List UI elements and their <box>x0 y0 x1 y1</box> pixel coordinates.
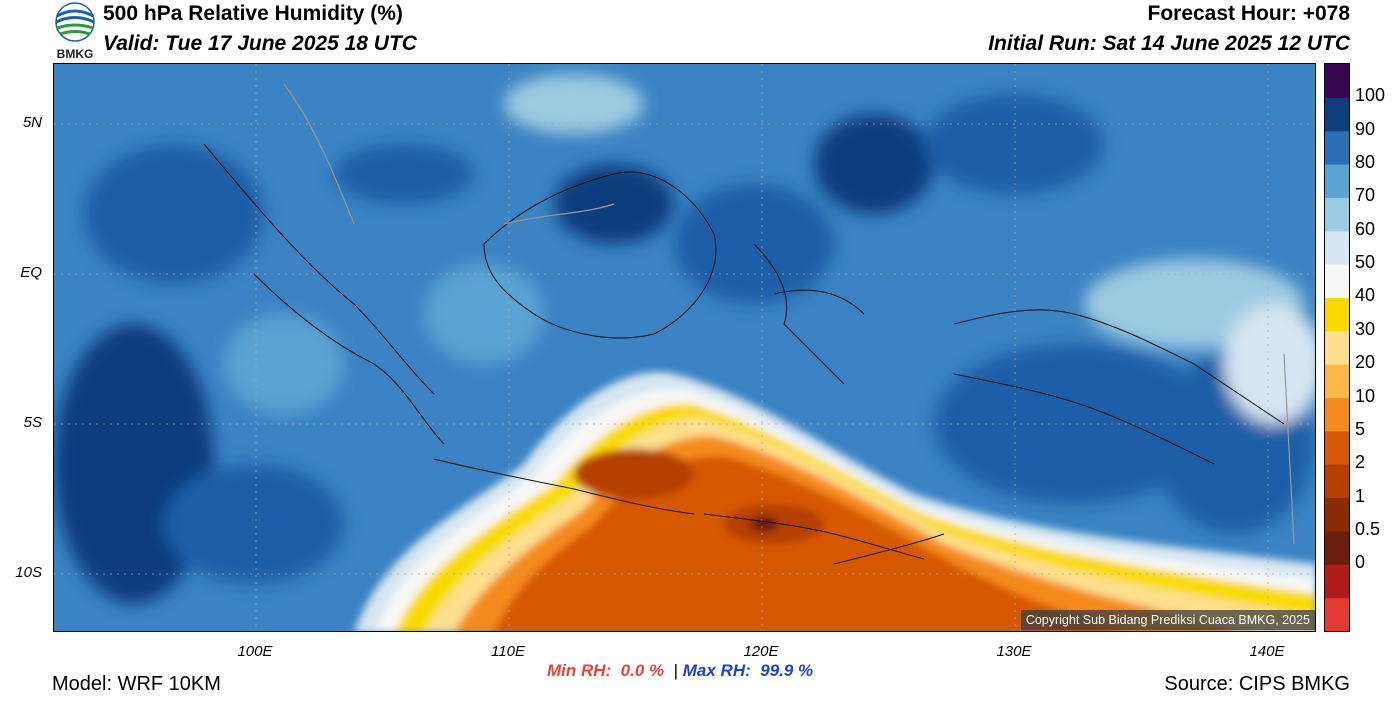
lat-label-5n: 5N <box>22 114 42 131</box>
colorbar-swatch <box>1325 430 1349 465</box>
stats-separator: | <box>673 661 679 680</box>
colorbar-swatch <box>1325 264 1349 298</box>
colorbar-swatch <box>1325 164 1349 198</box>
lat-label-5s: 5S <box>23 414 42 431</box>
colorbar-label: 2 <box>1355 452 1366 473</box>
colorbar-swatch <box>1325 197 1349 232</box>
colorbar-swatch <box>1325 497 1349 532</box>
colorbar <box>1324 63 1350 632</box>
humidity-field <box>54 64 1315 631</box>
colorbar-label: 1 <box>1355 485 1366 506</box>
lon-label-140e: 140E <box>1249 643 1285 660</box>
colorbar-label: 5 <box>1355 418 1366 439</box>
colorbar-label: 100 <box>1355 85 1386 106</box>
max-rh-label: Max RH: <box>682 661 751 680</box>
lat-label-eq: EQ <box>20 264 42 281</box>
logo-text: BMKG <box>57 47 94 60</box>
colorbar-label: 50 <box>1355 252 1376 273</box>
colorbar-label: 10 <box>1355 385 1376 406</box>
colorbar-label: 60 <box>1355 218 1376 239</box>
colorbar-swatches <box>1325 64 1349 632</box>
lat-label-10s: 10S <box>15 564 42 581</box>
forecast-hour: Forecast Hour: +078 <box>1147 2 1351 25</box>
min-rh-label: Min RH: <box>547 661 612 680</box>
colorbar-swatch <box>1325 530 1349 565</box>
valid-time: Valid: Tue 17 June 2025 18 UTC <box>103 32 417 55</box>
colorbar-label: 0 <box>1355 552 1366 573</box>
lon-label-130e: 130E <box>996 643 1032 660</box>
colorbar-label: 20 <box>1355 352 1376 373</box>
colorbar-swatch <box>1325 364 1349 399</box>
map-title: 500 hPa Relative Humidity (%) <box>103 2 403 25</box>
colorbar-label: 90 <box>1355 118 1376 139</box>
colorbar-label: 70 <box>1355 185 1376 206</box>
colorbar-label: 0.5 <box>1355 518 1381 539</box>
lon-label-110e: 110E <box>491 643 525 660</box>
colorbar-label: 30 <box>1355 318 1376 339</box>
colorbar-swatch <box>1325 97 1349 132</box>
colorbar-swatch <box>1325 330 1349 365</box>
colorbar-label: 40 <box>1355 285 1376 306</box>
max-rh-value: 99.9 % <box>760 661 814 680</box>
lon-label-120e: 120E <box>743 643 779 660</box>
bmkg-logo: BMKG <box>55 2 95 60</box>
initial-run: Initial Run: Sat 14 June 2025 12 UTC <box>988 32 1350 55</box>
lon-label-100e: 100E <box>237 643 273 660</box>
colorbar-swatch <box>1325 297 1349 332</box>
colorbar-swatch <box>1325 397 1349 432</box>
colorbar-swatch <box>1325 597 1349 632</box>
colorbar-swatch <box>1325 564 1349 599</box>
colorbar-swatch <box>1325 230 1349 265</box>
rh-stats: Min RH: 0.0 % | Max RH: 99.9 % <box>547 661 813 681</box>
colorbar-swatch <box>1325 130 1349 165</box>
data-source: Source: CIPS BMKG <box>1164 673 1350 695</box>
colorbar-swatch <box>1325 64 1349 98</box>
humidity-map <box>53 63 1316 632</box>
min-rh-value: 0.0 % <box>620 661 665 680</box>
colorbar-swatch <box>1325 464 1349 499</box>
model-name: Model: WRF 10KM <box>52 673 221 695</box>
copyright-notice: Copyright Sub Bidang Prediksi Cuaca BMKG… <box>1020 610 1315 630</box>
colorbar-label: 80 <box>1355 152 1376 173</box>
